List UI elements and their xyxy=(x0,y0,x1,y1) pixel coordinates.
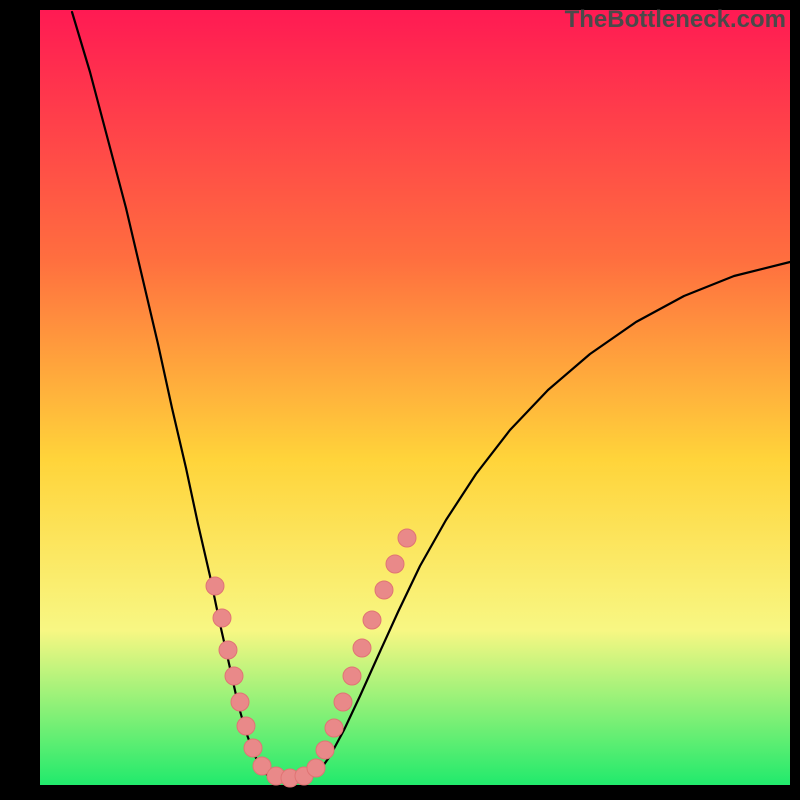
marker-dot xyxy=(334,693,352,711)
marker-dot xyxy=(363,611,381,629)
marker-dot xyxy=(307,759,325,777)
marker-dot xyxy=(343,667,361,685)
marker-dot xyxy=(375,581,393,599)
marker-group xyxy=(206,529,416,787)
marker-dot xyxy=(237,717,255,735)
bottleneck-curve xyxy=(72,12,790,782)
marker-dot xyxy=(398,529,416,547)
marker-dot xyxy=(353,639,371,657)
chart-root: TheBottleneck.com xyxy=(0,0,800,800)
marker-dot xyxy=(225,667,243,685)
marker-dot xyxy=(213,609,231,627)
marker-dot xyxy=(325,719,343,737)
chart-overlay xyxy=(0,0,800,800)
marker-dot xyxy=(244,739,262,757)
marker-dot xyxy=(219,641,237,659)
marker-dot xyxy=(206,577,224,595)
marker-dot xyxy=(386,555,404,573)
marker-dot xyxy=(231,693,249,711)
marker-dot xyxy=(316,741,334,759)
